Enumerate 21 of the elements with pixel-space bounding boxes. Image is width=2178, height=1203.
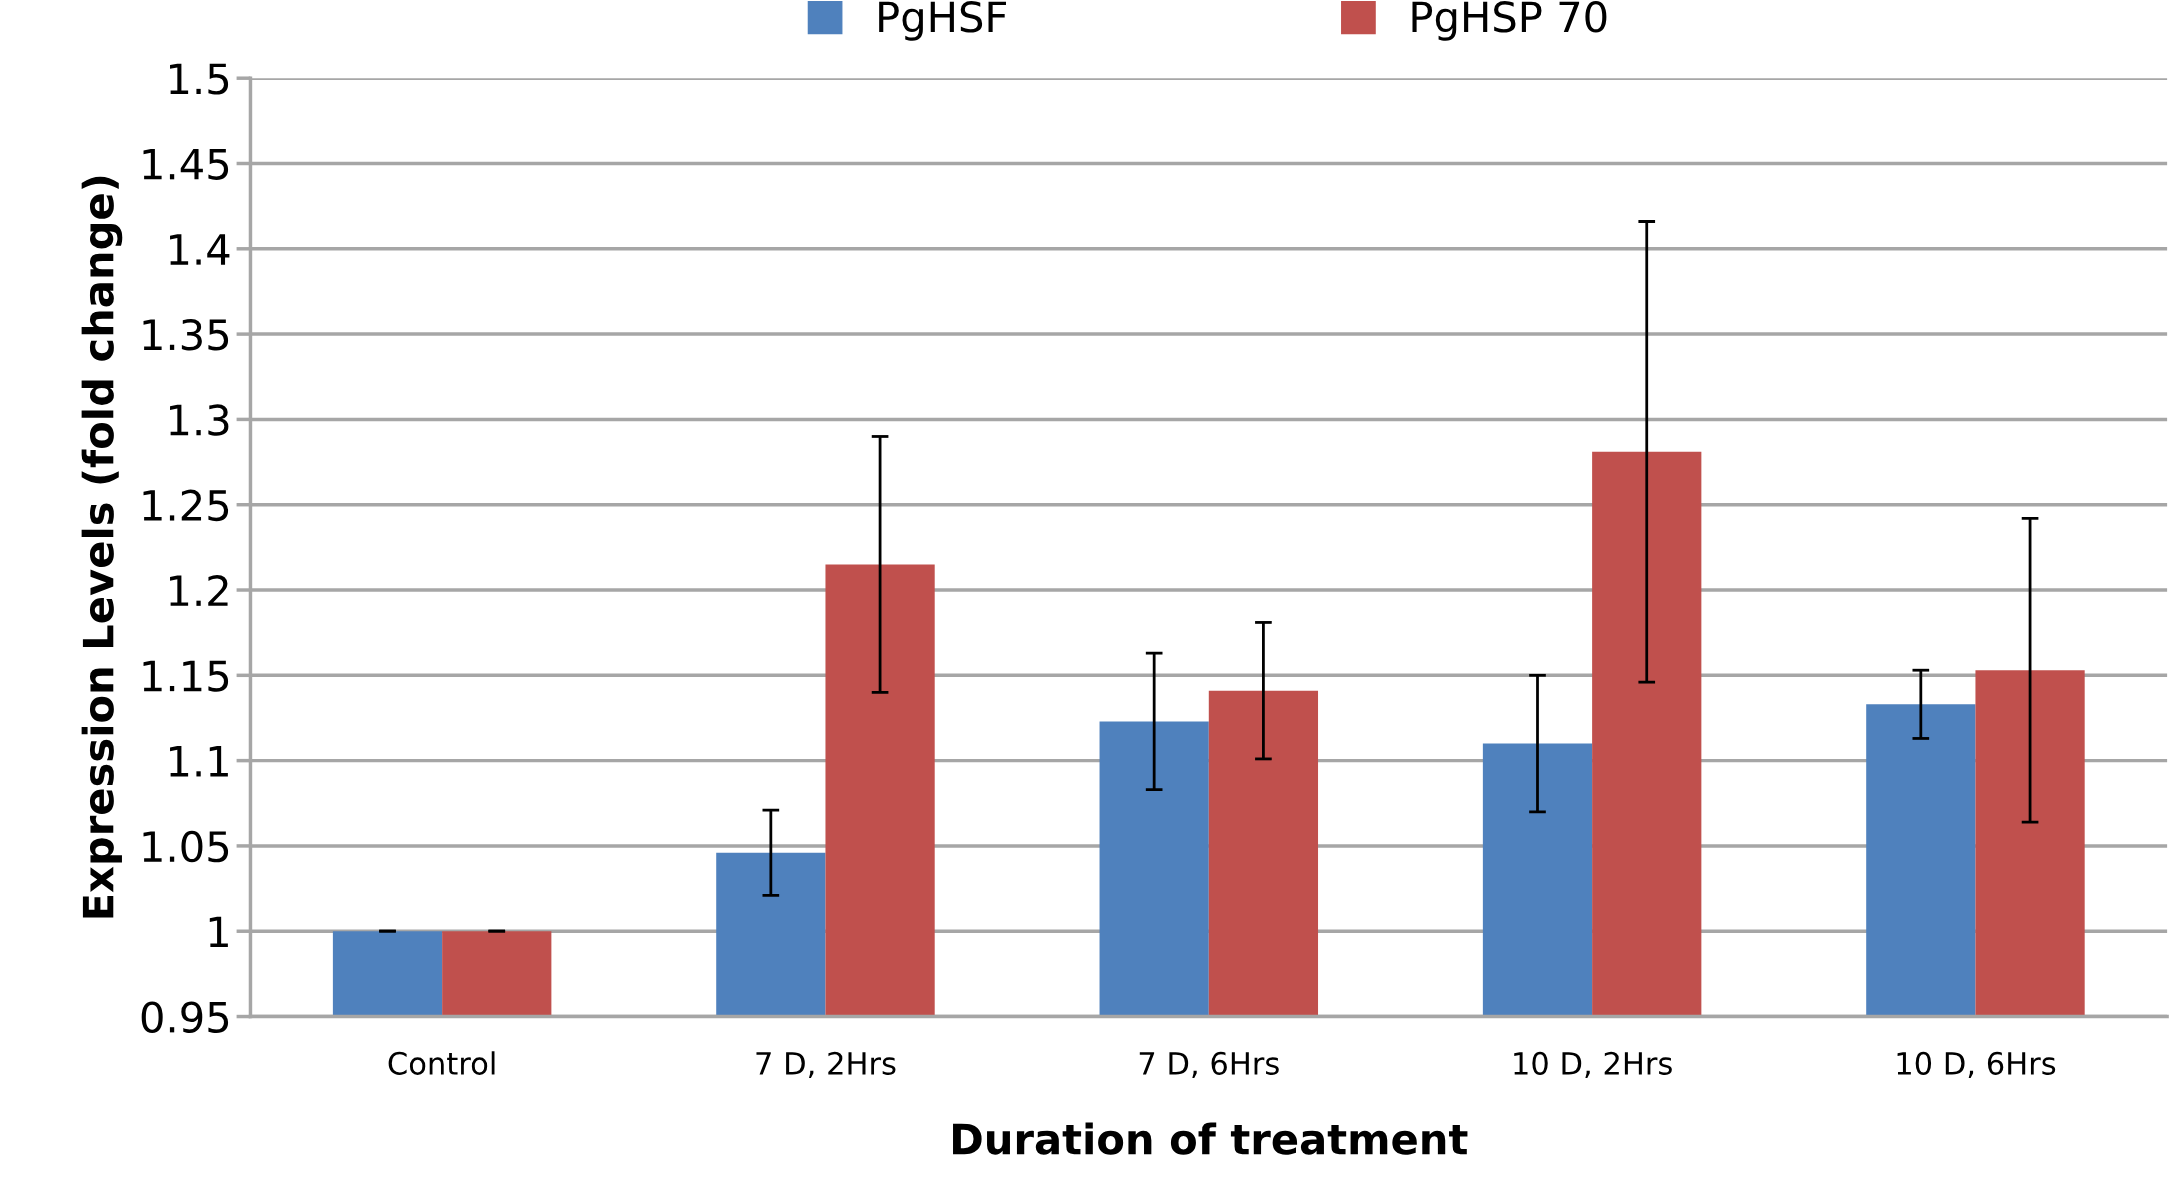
y-tick-label: 1.2 (170, 574, 228, 606)
y-tick-label: 1.5 (170, 63, 229, 95)
y-tick-label: 1.15 (143, 660, 229, 692)
x-tick-label: Control (388, 1051, 495, 1075)
y-tick-label: 0.95 (141, 1001, 229, 1033)
legend-label: PgHSP 70 (1412, 1, 1607, 41)
y-tick-label: 1.45 (143, 148, 229, 180)
y-tick-label: 1.1 (170, 746, 228, 777)
y-tick-label: 1 (209, 916, 228, 948)
x-tick-label: 7 D, 6Hrs (1139, 1051, 1279, 1079)
x-tick-label: 10 D, 6Hrs (1897, 1051, 2056, 1079)
y-tick-label: 1.25 (143, 489, 229, 522)
y-tick-label: 1.3 (170, 404, 229, 436)
x-tick-label: 10 D, 2Hrs (1514, 1051, 1672, 1079)
y-axis-title: Expression Levels (fold change) (81, 176, 123, 918)
x-tick-label: 7 D, 2Hrs (756, 1051, 896, 1079)
y-tick-label: 1.4 (170, 234, 230, 265)
y-tick-label: 1.05 (143, 830, 229, 863)
y-tick-label: 1.35 (143, 319, 229, 351)
x-axis-title: Duration of treatment (953, 1122, 1468, 1155)
legend-label: PgHSF (879, 1, 1006, 41)
